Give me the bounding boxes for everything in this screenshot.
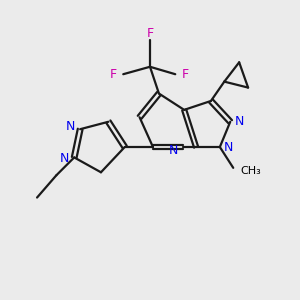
Text: F: F: [182, 68, 189, 81]
Text: N: N: [224, 140, 233, 154]
Text: N: N: [234, 115, 244, 128]
Text: N: N: [169, 144, 178, 157]
Text: N: N: [59, 152, 69, 165]
Text: F: F: [146, 27, 154, 40]
Text: F: F: [110, 68, 117, 81]
Text: CH₃: CH₃: [241, 166, 261, 176]
Text: N: N: [65, 120, 75, 133]
